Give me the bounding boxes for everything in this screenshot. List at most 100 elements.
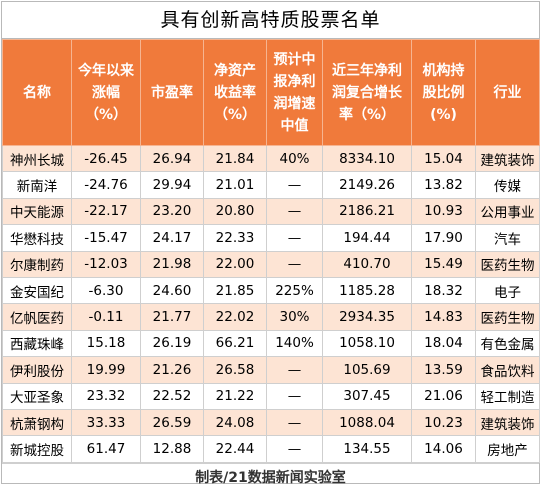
cell-cagr: 105.69 bbox=[322, 356, 412, 384]
stock-table: 名称 今年以来涨幅（%） 市盈率 净资产收益率（%） 预计中报净利润增速中值 近… bbox=[2, 39, 540, 463]
cell-roe: 21.85 bbox=[203, 276, 267, 305]
table-row: 金安国纪 -6.30 24.60 21.85 225% 1185.28 18.32 电子 bbox=[2, 276, 540, 305]
header-forecast: 预计中报净利润增速中值 bbox=[266, 39, 323, 146]
cell-roe: 24.08 bbox=[203, 408, 267, 437]
cell-industry: 房地产 bbox=[475, 435, 540, 463]
cell-forecast: 140% bbox=[266, 329, 323, 358]
cell-inst: 15.04 bbox=[411, 144, 476, 173]
cell-ytd: 61.47 bbox=[71, 435, 141, 463]
table-footer: 制表/21数据新闻实验室 bbox=[2, 462, 539, 493]
table-row: 中天能源 -22.17 23.20 20.80—2186.21 10.93 公用事业 bbox=[2, 197, 540, 226]
cell-name: 大亚圣象 bbox=[2, 382, 72, 410]
cell-cagr: 2149.26 bbox=[322, 171, 412, 199]
cell-name: 西藏珠峰 bbox=[2, 329, 72, 358]
header-pe: 市盈率 bbox=[140, 39, 204, 146]
cell-name: 新城控股 bbox=[2, 435, 72, 463]
cell-inst: 14.06 bbox=[411, 435, 476, 463]
cell-pe: 21.26 bbox=[140, 356, 204, 384]
cell-industry: 建筑装饰 bbox=[475, 144, 540, 173]
cell-ytd: -6.30 bbox=[71, 276, 141, 305]
cell-inst: 14.83 bbox=[411, 303, 476, 331]
cell-pe: 26.94 bbox=[140, 144, 204, 173]
cell-industry: 食品饮料 bbox=[475, 356, 540, 384]
cell-cagr: 410.70 bbox=[322, 250, 412, 278]
table-row: 华懋科技 -15.47 24.17 22.33—194.44 17.90 汽车 bbox=[2, 224, 540, 252]
header-industry: 行业 bbox=[475, 39, 540, 146]
cell-industry: 公用事业 bbox=[475, 197, 540, 226]
table-row: 西藏珠峰 15.18 26.19 66.21 140% 1058.10 18.04 有色金属 bbox=[2, 329, 540, 358]
table-row: 尔康制药 -12.03 21.98 22.00—410.70 15.49 医药生物 bbox=[2, 250, 540, 278]
header-cagr: 近三年净利润复合增长率（%） bbox=[322, 39, 412, 146]
cell-pe: 21.98 bbox=[140, 250, 204, 278]
cell-pe: 26.19 bbox=[140, 329, 204, 358]
table-row: 杭萧钢构 33.33 26.59 24.08—1088.04 10.23 建筑装饰 bbox=[2, 408, 540, 437]
cell-industry: 建筑装饰 bbox=[475, 408, 540, 437]
cell-forecast: — bbox=[266, 197, 323, 226]
cell-cagr: 2186.21 bbox=[322, 197, 412, 226]
cell-name: 华懋科技 bbox=[2, 224, 72, 252]
cell-cagr: 2934.35 bbox=[322, 303, 412, 331]
cell-pe: 24.17 bbox=[140, 224, 204, 252]
cell-forecast: — bbox=[266, 224, 323, 252]
cell-name: 亿帆医药 bbox=[2, 303, 72, 331]
cell-name: 新南洋 bbox=[2, 171, 72, 199]
cell-inst: 13.82 bbox=[411, 171, 476, 199]
cell-inst: 18.04 bbox=[411, 329, 476, 358]
table-row: 伊利股份 19.99 21.26 26.58—105.69 13.59 食品饮料 bbox=[2, 356, 540, 384]
cell-ytd: 33.33 bbox=[71, 408, 141, 437]
cell-cagr: 1185.28 bbox=[322, 276, 412, 305]
cell-name: 中天能源 bbox=[2, 197, 72, 226]
cell-name: 杭萧钢构 bbox=[2, 408, 72, 437]
cell-industry: 汽车 bbox=[475, 224, 540, 252]
header-row: 名称 今年以来涨幅（%） 市盈率 净资产收益率（%） 预计中报净利润增速中值 近… bbox=[2, 39, 540, 146]
table-row: 新城控股 61.47 12.88 22.44—134.55 14.06 房地产 bbox=[2, 435, 540, 463]
cell-industry: 有色金属 bbox=[475, 329, 540, 358]
cell-pe: 21.77 bbox=[140, 303, 204, 331]
cell-name: 尔康制药 bbox=[2, 250, 72, 278]
cell-forecast: — bbox=[266, 356, 323, 384]
table-row: 大亚圣象 23.32 22.52 21.22—307.45 21.06 轻工制造 bbox=[2, 382, 540, 410]
cell-name: 伊利股份 bbox=[2, 356, 72, 384]
header-ytd: 今年以来涨幅（%） bbox=[71, 39, 141, 146]
cell-inst: 10.23 bbox=[411, 408, 476, 437]
cell-roe: 21.01 bbox=[203, 171, 267, 199]
cell-roe: 21.22 bbox=[203, 382, 267, 410]
cell-pe: 26.59 bbox=[140, 408, 204, 437]
cell-roe: 20.80 bbox=[203, 197, 267, 226]
cell-ytd: 19.99 bbox=[71, 356, 141, 384]
cell-industry: 医药生物 bbox=[475, 250, 540, 278]
cell-pe: 24.60 bbox=[140, 276, 204, 305]
cell-inst: 10.93 bbox=[411, 197, 476, 226]
cell-pe: 12.88 bbox=[140, 435, 204, 463]
cell-industry: 传媒 bbox=[475, 171, 540, 199]
cell-inst: 18.32 bbox=[411, 276, 476, 305]
cell-cagr: 1088.04 bbox=[322, 408, 412, 437]
cell-ytd: -24.76 bbox=[71, 171, 141, 199]
cell-inst: 15.49 bbox=[411, 250, 476, 278]
cell-name: 金安国纪 bbox=[2, 276, 72, 305]
header-roe: 净资产收益率（%） bbox=[203, 39, 267, 146]
table-body: 神州长城 -26.45 26.94 21.84 40% 8334.10 15.04 建筑装饰新… bbox=[2, 144, 540, 463]
cell-roe: 26.58 bbox=[203, 356, 267, 384]
cell-ytd: 23.32 bbox=[71, 382, 141, 410]
cell-forecast: — bbox=[266, 435, 323, 463]
cell-forecast: — bbox=[266, 408, 323, 437]
cell-ytd: -0.11 bbox=[71, 303, 141, 331]
cell-roe: 22.02 bbox=[203, 303, 267, 331]
cell-roe: 22.00 bbox=[203, 250, 267, 278]
cell-inst: 21.06 bbox=[411, 382, 476, 410]
cell-inst: 13.59 bbox=[411, 356, 476, 384]
cell-ytd: 15.18 bbox=[71, 329, 141, 358]
cell-cagr: 194.44 bbox=[322, 224, 412, 252]
cell-forecast: 40% bbox=[266, 144, 323, 173]
cell-roe: 22.33 bbox=[203, 224, 267, 252]
table-row: 新南洋 -24.76 29.94 21.01—2149.26 13.82 传媒 bbox=[2, 171, 540, 199]
header-inst: 机构持股比例(%) bbox=[411, 39, 476, 146]
cell-roe: 22.44 bbox=[203, 435, 267, 463]
cell-ytd: -22.17 bbox=[71, 197, 141, 226]
cell-pe: 29.94 bbox=[140, 171, 204, 199]
header-name: 名称 bbox=[2, 39, 72, 146]
cell-forecast: — bbox=[266, 171, 323, 199]
cell-pe: 22.52 bbox=[140, 382, 204, 410]
